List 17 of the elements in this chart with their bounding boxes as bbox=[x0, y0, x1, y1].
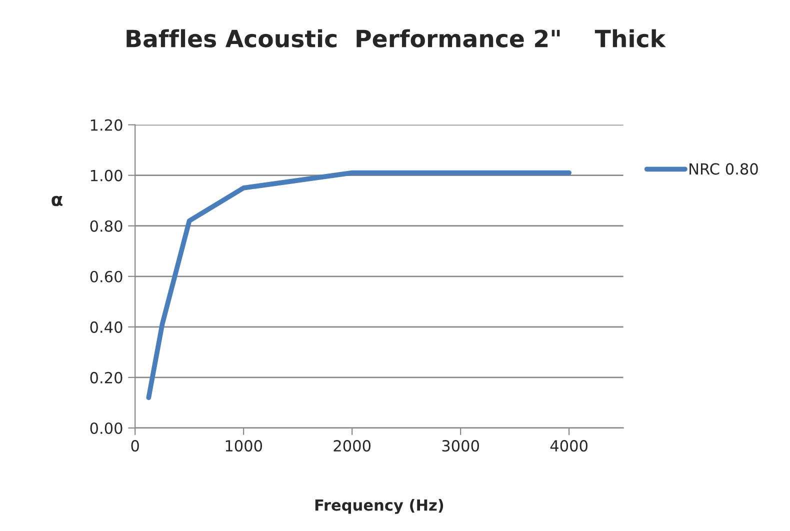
x-tick-label: 1000 bbox=[226, 440, 262, 452]
y-axis-title: α bbox=[52, 196, 62, 206]
x-tick-label: 3000 bbox=[442, 440, 479, 452]
x-tick-label: 4000 bbox=[550, 440, 588, 452]
legend-label: NRC 0.80 bbox=[690, 163, 758, 175]
chart-title: Baffles Acoustic Performance 2" Thick bbox=[126, 29, 666, 48]
x-tick-label: 0 bbox=[131, 440, 139, 452]
x-tick-label: 2000 bbox=[334, 440, 370, 452]
y-tick-label: 1.20 bbox=[90, 119, 122, 131]
x-axis-title: Frequency (Hz) bbox=[315, 499, 444, 514]
y-tick-label: 0.80 bbox=[90, 220, 122, 232]
line-series bbox=[146, 170, 572, 400]
y-tick-label: 0.40 bbox=[90, 321, 122, 333]
y-tick-label: 0.60 bbox=[90, 270, 122, 282]
y-tick-label: 0.20 bbox=[90, 372, 122, 384]
y-tick-label: 1.00 bbox=[90, 170, 122, 182]
y-tick-label: 0.00 bbox=[90, 422, 122, 434]
